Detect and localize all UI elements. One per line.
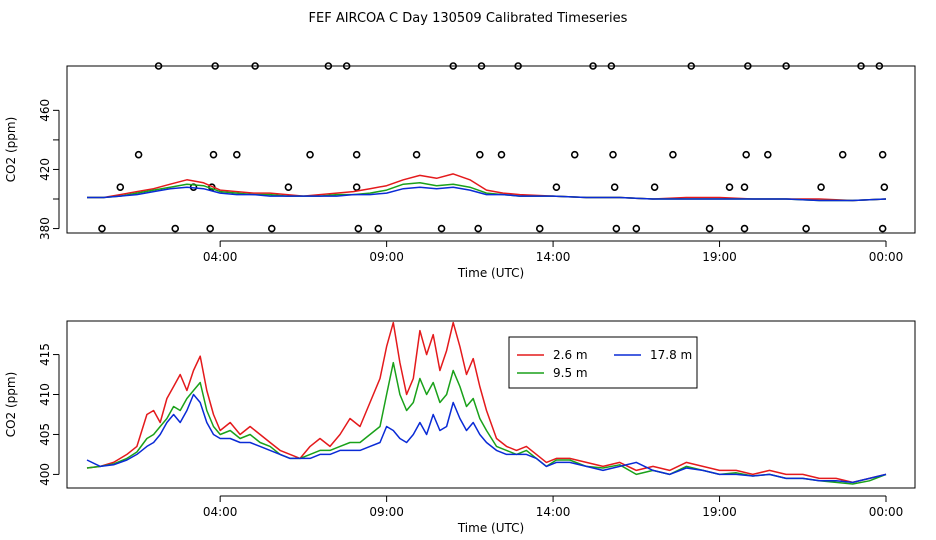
calibration-marker: [134, 150, 143, 159]
x-tick-label: 14:00: [536, 505, 571, 519]
y-tick-label: 380: [38, 217, 52, 240]
calibration-marker: [209, 150, 218, 159]
calibration-marker: [354, 224, 363, 233]
calibration-marker: [535, 224, 544, 233]
calibration-marker: [612, 224, 621, 233]
x-axis-label: Time (UTC): [457, 521, 524, 535]
calibration-marker: [449, 62, 458, 70]
calibration-marker: [880, 183, 889, 191]
calibration-marker: [740, 183, 749, 191]
calibration-marker: [324, 62, 333, 70]
calibration-marker: [477, 62, 486, 70]
calibration-marker: [267, 224, 276, 233]
calibration-marker: [764, 150, 772, 159]
calibration-marker: [437, 224, 446, 233]
calibration-marker: [171, 224, 180, 233]
calibration-marker: [878, 150, 887, 159]
y-tick-label: 415: [38, 343, 52, 366]
calibration-marker: [744, 62, 752, 70]
calibration-marker: [740, 224, 749, 233]
calibration-marker: [650, 183, 659, 191]
plot-frame: [66, 320, 916, 489]
calibration-marker: [705, 224, 714, 233]
calibration-marker: [514, 62, 522, 70]
calibration-marker: [251, 62, 259, 70]
calibration-marker: [476, 150, 484, 159]
calibration-marker: [412, 150, 421, 159]
calibration-marker: [497, 150, 506, 159]
calibration-marker: [284, 183, 293, 191]
y-tick-label: 405: [38, 423, 52, 446]
top-panel: 04:00 09:00 14:00 19:00 00:00 Time (UTC) 380 42…: [4, 62, 916, 280]
bottom-panel: 04:00 09:00 14:00 19:00 00:00 Time (UTC) 400 40…: [4, 320, 916, 535]
calibration-marker: [632, 224, 641, 233]
y-axis-label: CO2 (ppm): [4, 372, 18, 438]
calibration-marker: [154, 62, 163, 70]
x-tick-label: 19:00: [702, 505, 737, 519]
series-line-2-6-m: [87, 173, 887, 202]
calibration-marker: [570, 150, 579, 159]
y-tick-label: 410: [38, 383, 52, 406]
legend-label: 9.5 m: [553, 366, 588, 380]
x-tick-label: 09:00: [369, 250, 404, 264]
y-axis-label: CO2 (ppm): [4, 117, 18, 183]
calibration-marker: [802, 224, 810, 233]
calibration-marker: [607, 62, 616, 70]
calibration-marker: [669, 150, 677, 159]
x-tick-label: 00:00: [869, 250, 904, 264]
calibration-marker: [782, 62, 790, 70]
calibration-marker: [374, 224, 383, 233]
series-line-17-8-m: [87, 186, 887, 202]
x-tick-label: 00:00: [869, 505, 904, 519]
x-axis-label: Time (UTC): [457, 266, 524, 280]
calibration-marker: [817, 183, 825, 191]
calibration-marker: [725, 183, 734, 191]
calibration-marker: [610, 183, 619, 191]
calibration-marker: [306, 150, 314, 159]
calibration-marker: [838, 150, 847, 159]
calibration-marker: [352, 150, 361, 159]
calibration-marker: [206, 224, 214, 233]
calibration-marker: [878, 224, 887, 233]
series-line-2-6-m: [86, 321, 887, 484]
calibration-marker: [687, 62, 696, 70]
x-tick-label: 09:00: [369, 505, 404, 519]
x-tick-label: 04:00: [203, 250, 238, 264]
calibration-marker: [211, 62, 219, 70]
legend-label: 2.6 m: [553, 348, 588, 362]
calibration-marker: [116, 183, 125, 191]
series-line-17-8-m: [86, 393, 887, 484]
series-line-9-5-m: [87, 182, 887, 202]
calibration-marker: [589, 62, 597, 70]
calibration-marker: [98, 224, 106, 233]
calibration-marker: [233, 150, 241, 159]
calibration-marker: [857, 62, 865, 70]
calibration-marker: [609, 150, 617, 159]
x-tick-label: 19:00: [702, 250, 737, 264]
calibration-marker: [875, 62, 884, 70]
calibration-marker: [342, 62, 351, 70]
calibration-marker: [474, 224, 482, 233]
chart-title: FEF AIRCOA C Day 130509 Calibrated Times…: [309, 11, 628, 26]
y-tick-label: 460: [38, 99, 52, 122]
calibration-marker: [352, 183, 361, 191]
calibration-marker: [552, 183, 561, 191]
legend: 2.6 m 9.5 m 17.8 m: [508, 336, 698, 389]
y-tick-label: 420: [38, 158, 52, 181]
x-tick-label: 04:00: [203, 505, 238, 519]
plot-frame: [66, 65, 916, 234]
calibration-marker: [742, 150, 750, 159]
y-tick-label: 400: [38, 463, 52, 486]
legend-box: [508, 336, 698, 389]
x-tick-label: 14:00: [536, 250, 571, 264]
legend-label: 17.8 m: [650, 348, 692, 362]
